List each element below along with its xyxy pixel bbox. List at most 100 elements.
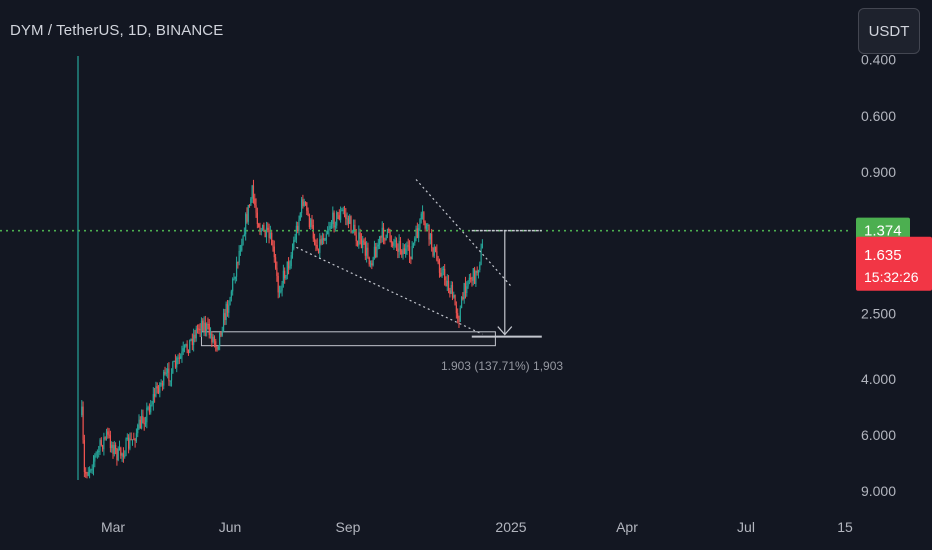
candle-body (334, 225, 337, 228)
candle-body (219, 332, 221, 346)
candle-body (83, 440, 85, 473)
candle-body (152, 394, 154, 404)
candle-body (212, 336, 214, 343)
candle-body (199, 329, 201, 331)
candle-body (424, 222, 426, 229)
candle-body (371, 263, 373, 266)
price-tick-label: 6.000 (861, 427, 896, 443)
candle-body (394, 240, 396, 242)
candle-body (411, 246, 413, 259)
currency-button[interactable]: USDT (858, 8, 920, 54)
candle-body (327, 231, 329, 235)
candle-body (211, 333, 213, 343)
candle-body (180, 356, 182, 359)
candle-body (226, 303, 229, 313)
time-tick-label: Apr (616, 519, 638, 535)
candle-body (304, 201, 307, 203)
candle-body (130, 438, 132, 440)
candle-body (418, 228, 420, 238)
candle-body (154, 394, 156, 397)
candle-body (351, 231, 353, 233)
candle-body (122, 453, 125, 457)
candle-body (307, 210, 309, 216)
candle-body (419, 219, 421, 229)
time-tick-label: Jul (737, 519, 755, 535)
candle-body (291, 248, 294, 256)
candle-body (87, 472, 89, 476)
candle-body (454, 295, 456, 306)
candle-body (342, 209, 344, 211)
candle-body (408, 246, 411, 257)
candle-body (464, 283, 467, 293)
candle-body (222, 313, 225, 332)
candle-body (150, 405, 152, 413)
candle-body (264, 230, 266, 238)
candle-body (213, 336, 216, 342)
candle-body (118, 447, 121, 450)
candle-body (442, 268, 444, 270)
candle-body (96, 451, 98, 453)
candle-body (333, 212, 335, 228)
candle-body (278, 291, 281, 293)
candle-body (261, 225, 264, 231)
candle-body (385, 234, 387, 240)
candle-body (310, 219, 312, 227)
candle-body (321, 238, 324, 244)
candle-body (323, 238, 325, 241)
candle-body (251, 185, 253, 199)
candle-body (138, 419, 140, 426)
candle-body (173, 361, 175, 363)
candle-body (169, 380, 171, 382)
candle-body (428, 224, 430, 240)
candle-body (380, 236, 382, 238)
candle-body (246, 214, 248, 222)
candle-body (330, 224, 333, 226)
candle-body (379, 236, 381, 245)
candle-body (479, 264, 481, 270)
time-axis[interactable]: Mar Jun Sep 2025 Apr Jul 15 (101, 519, 853, 535)
candle-body (300, 199, 303, 214)
candle-body (167, 368, 169, 373)
candle-body (437, 260, 439, 264)
candle-body (293, 240, 295, 249)
candle-body (402, 248, 404, 255)
candle-body (389, 230, 391, 241)
candle-body (329, 225, 331, 229)
candle-body (366, 247, 368, 256)
candle-body (459, 308, 461, 322)
candle-body (388, 229, 390, 231)
candle-body (338, 215, 340, 220)
candle-body (107, 431, 109, 435)
candle-body (367, 247, 369, 258)
candle-body (134, 439, 136, 442)
candle-body (272, 245, 274, 247)
candle-body (294, 239, 296, 241)
symbol-title: DYM / TetherUS, 1D, BINANCE (10, 22, 224, 39)
candle-body (336, 212, 338, 226)
candle-body (328, 228, 330, 232)
candle-body (248, 205, 251, 207)
candle-body (376, 246, 378, 258)
candle-body (401, 250, 403, 255)
candle-body (425, 225, 428, 229)
candle-body (405, 248, 407, 254)
candle-body (250, 198, 252, 206)
candle-body (115, 445, 117, 449)
candle-body (185, 344, 187, 346)
candle-body (200, 320, 203, 331)
candle-body (347, 218, 350, 224)
candle-body (81, 406, 83, 416)
candle-body (177, 357, 179, 359)
candle-body (239, 250, 242, 252)
candle-body (144, 422, 147, 425)
candle-body (466, 286, 468, 293)
candle-body (113, 445, 115, 454)
candle-body (259, 227, 261, 232)
candle-body (433, 246, 435, 256)
candle-body (446, 280, 448, 287)
candle-body (172, 361, 174, 374)
price-axis[interactable]: 0.400 0.600 0.900 2.500 4.000 6.000 9.000 (861, 52, 896, 500)
last-price-text: 1.635 (864, 247, 902, 264)
candle-body (299, 213, 301, 220)
